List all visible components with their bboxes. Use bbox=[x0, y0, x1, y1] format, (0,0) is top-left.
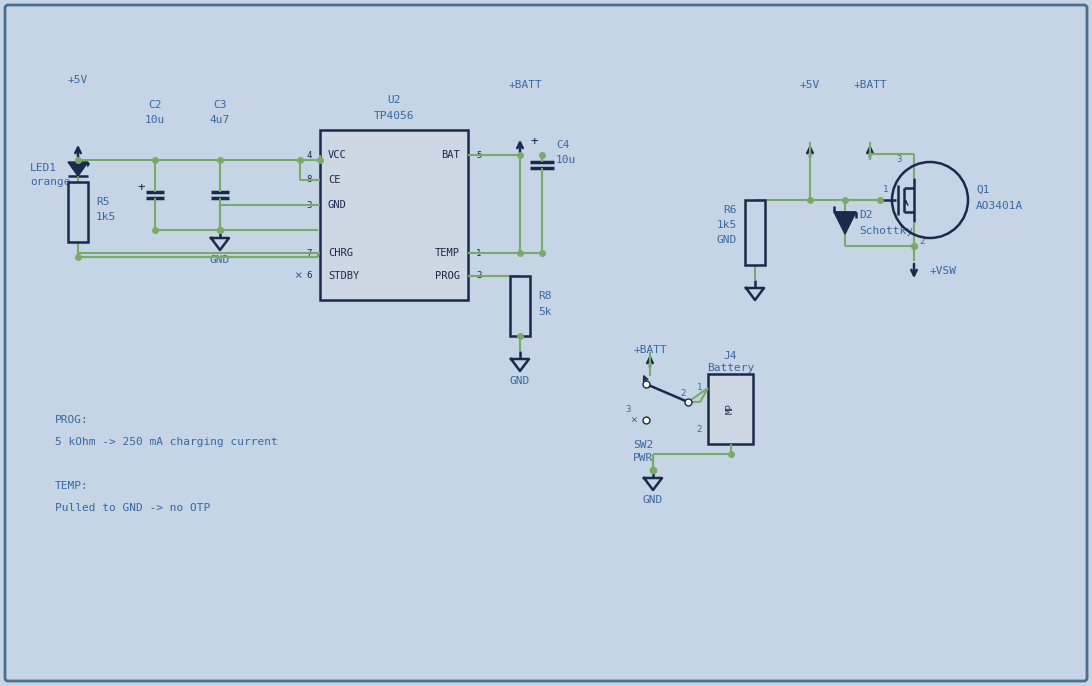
Text: Battery: Battery bbox=[707, 363, 755, 373]
Text: J4: J4 bbox=[724, 351, 737, 361]
Text: 2: 2 bbox=[919, 237, 924, 246]
Text: STDBY: STDBY bbox=[328, 271, 359, 281]
Text: Pulled to GND -> no OTP: Pulled to GND -> no OTP bbox=[55, 503, 211, 513]
Bar bbox=[320, 130, 468, 300]
Text: TP4056: TP4056 bbox=[373, 111, 414, 121]
Bar bbox=[708, 374, 753, 444]
Text: +VSW: +VSW bbox=[930, 266, 957, 276]
Text: AO3401A: AO3401A bbox=[976, 201, 1023, 211]
Text: +: + bbox=[531, 134, 537, 147]
Text: GND: GND bbox=[643, 495, 663, 505]
Text: CHRG: CHRG bbox=[328, 248, 353, 258]
Text: GND: GND bbox=[716, 235, 737, 245]
Text: LED1: LED1 bbox=[29, 163, 57, 173]
Text: 3: 3 bbox=[307, 200, 312, 209]
Text: R5: R5 bbox=[96, 197, 109, 207]
Text: D2: D2 bbox=[859, 210, 873, 220]
Text: 5: 5 bbox=[476, 150, 482, 160]
Polygon shape bbox=[834, 212, 856, 234]
Text: 2: 2 bbox=[680, 390, 686, 399]
Text: C4: C4 bbox=[556, 140, 570, 150]
Text: 1k5: 1k5 bbox=[716, 220, 737, 230]
Text: 10u: 10u bbox=[145, 115, 165, 125]
Text: ×: × bbox=[630, 415, 638, 425]
Text: 3: 3 bbox=[626, 405, 631, 414]
Text: GND: GND bbox=[210, 255, 230, 265]
Text: ×: × bbox=[294, 270, 301, 283]
Text: 7: 7 bbox=[307, 248, 312, 257]
Text: C2: C2 bbox=[149, 100, 162, 110]
Text: R6: R6 bbox=[724, 205, 737, 215]
Text: PWR: PWR bbox=[633, 453, 653, 463]
Text: +BATT: +BATT bbox=[508, 80, 542, 90]
Text: 1: 1 bbox=[715, 390, 721, 399]
Text: orange: orange bbox=[29, 177, 71, 187]
Text: 5k: 5k bbox=[538, 307, 551, 317]
Text: PROG: PROG bbox=[435, 271, 460, 281]
Text: 1: 1 bbox=[476, 248, 482, 257]
Text: R8: R8 bbox=[538, 291, 551, 301]
Text: 1: 1 bbox=[882, 185, 888, 195]
Text: 6: 6 bbox=[307, 272, 312, 281]
Bar bbox=[68, 182, 88, 242]
Text: GND: GND bbox=[328, 200, 347, 210]
Bar bbox=[510, 276, 530, 336]
Text: 10u: 10u bbox=[556, 155, 577, 165]
Text: Q1: Q1 bbox=[976, 185, 989, 195]
Text: MP: MP bbox=[726, 403, 735, 414]
Text: PROG:: PROG: bbox=[55, 415, 88, 425]
Polygon shape bbox=[68, 162, 88, 176]
FancyBboxPatch shape bbox=[5, 5, 1087, 681]
Text: +5V: +5V bbox=[68, 75, 88, 85]
Text: 2: 2 bbox=[697, 425, 702, 434]
Text: +BATT: +BATT bbox=[633, 345, 667, 355]
Text: 2: 2 bbox=[476, 272, 482, 281]
Text: 4: 4 bbox=[307, 150, 312, 160]
Text: BAT: BAT bbox=[441, 150, 460, 160]
Text: 8: 8 bbox=[307, 176, 312, 185]
Text: C3: C3 bbox=[213, 100, 227, 110]
Text: 4u7: 4u7 bbox=[210, 115, 230, 125]
Text: TEMP:: TEMP: bbox=[55, 481, 88, 491]
Text: SW2: SW2 bbox=[633, 440, 653, 450]
Text: Schottky: Schottky bbox=[859, 226, 913, 236]
Text: 1k5: 1k5 bbox=[96, 212, 116, 222]
Text: +: + bbox=[138, 180, 145, 193]
Text: 3: 3 bbox=[897, 154, 902, 163]
Bar bbox=[745, 200, 765, 265]
Text: CE: CE bbox=[328, 175, 341, 185]
Text: +BATT: +BATT bbox=[853, 80, 887, 90]
Text: U2: U2 bbox=[388, 95, 401, 105]
Text: VCC: VCC bbox=[328, 150, 347, 160]
Text: 5 kOhm -> 250 mA charging current: 5 kOhm -> 250 mA charging current bbox=[55, 437, 277, 447]
Text: +5V: +5V bbox=[799, 80, 820, 90]
Text: TEMP: TEMP bbox=[435, 248, 460, 258]
Text: GND: GND bbox=[510, 376, 530, 386]
Text: 1: 1 bbox=[697, 383, 702, 392]
